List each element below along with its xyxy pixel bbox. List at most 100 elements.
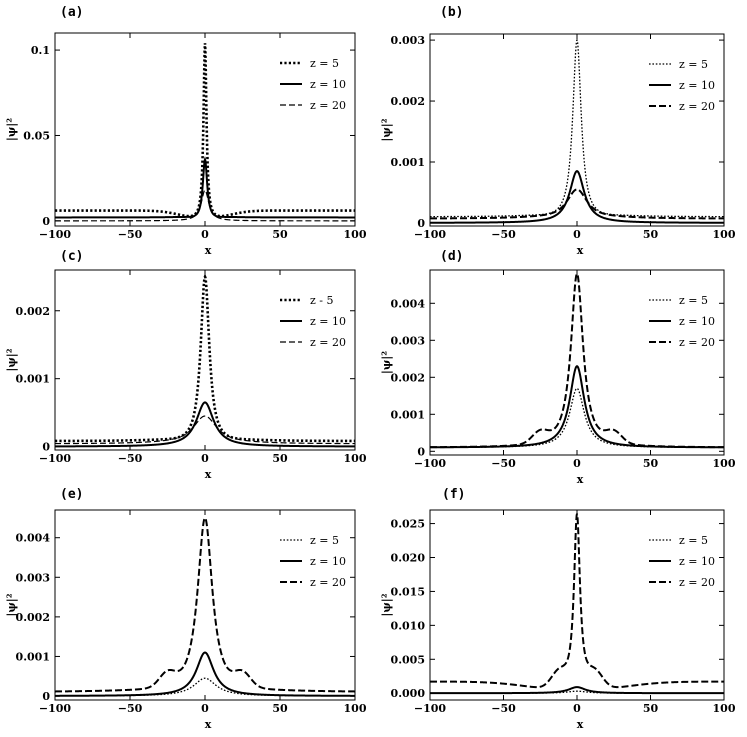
x-tick-label: 100 xyxy=(344,228,367,241)
series-line-2 xyxy=(430,365,724,449)
x-tick-label: −100 xyxy=(414,702,447,715)
legend-label: z = 5 xyxy=(310,57,339,70)
series-line-1 xyxy=(430,38,724,218)
panel-label: (b) xyxy=(440,5,463,20)
y-tick-label: 0.003 xyxy=(391,34,425,47)
y-axis-label: |ψ|² xyxy=(380,118,393,141)
y-tick-label: 0 xyxy=(42,690,50,703)
x-tick-label: 50 xyxy=(643,228,659,241)
y-tick-label: 0.025 xyxy=(391,518,425,531)
y-tick-label: 0.010 xyxy=(391,619,426,632)
x-tick-label: 50 xyxy=(272,228,288,241)
y-tick-label: 0.002 xyxy=(16,611,50,624)
y-tick-label: 0.020 xyxy=(391,552,426,565)
x-tick-label: 0 xyxy=(573,457,581,470)
x-tick-label: −50 xyxy=(118,452,143,465)
x-tick-label: 100 xyxy=(713,457,736,470)
series-line-3 xyxy=(430,513,724,689)
panel-label: (c) xyxy=(60,249,83,264)
x-tick-label: −50 xyxy=(118,228,143,241)
x-axis-label: x xyxy=(577,244,584,257)
legend-label: z = 5 xyxy=(679,58,708,71)
x-tick-label: −100 xyxy=(414,457,447,470)
x-tick-label: 100 xyxy=(713,228,736,241)
y-axis-label: |ψ|² xyxy=(5,348,18,371)
panel-f: (f) −100 −50 0 50 100 0.000 0.005 0.010 0.015 0.02… xyxy=(380,487,736,731)
legend-label: z = 20 xyxy=(310,576,346,589)
x-tick-label: 50 xyxy=(272,452,288,465)
y-tick-label: 0.005 xyxy=(391,653,425,666)
y-tick-label: 0.000 xyxy=(391,687,426,700)
y-tick-label: 0 xyxy=(42,215,50,228)
y-tick-label: 0 xyxy=(417,445,425,458)
x-tick-label: −100 xyxy=(39,702,72,715)
x-tick-label: −100 xyxy=(39,452,72,465)
y-axis-label: |ψ|² xyxy=(380,351,393,374)
panel-e: (e) −100 −50 0 50 100 0 0.001 0.002 0.003 0.004 x |ψ… xyxy=(5,487,367,731)
y-tick-label: 0.004 xyxy=(391,297,426,310)
y-tick-label: 0.1 xyxy=(31,44,50,57)
y-tick-label: 0.004 xyxy=(16,532,51,545)
y-tick-label: 0.015 xyxy=(391,585,425,598)
y-tick-label: 0.002 xyxy=(16,305,50,318)
x-tick-label: 100 xyxy=(344,452,367,465)
x-axis-label: x xyxy=(205,468,212,481)
y-axis-label: |ψ|² xyxy=(5,118,18,141)
legend-label: z = 5 xyxy=(679,294,708,307)
y-axis-label: |ψ|² xyxy=(380,593,393,616)
series-line-2 xyxy=(430,686,724,695)
series-line-1 xyxy=(55,273,355,443)
legend-label: z = 10 xyxy=(310,555,346,568)
y-tick-label: 0.003 xyxy=(391,334,425,347)
legend-label: z = 20 xyxy=(310,99,346,112)
y-tick-label: 0 xyxy=(42,441,50,454)
y-tick-label: 0 xyxy=(417,217,425,230)
y-tick-label: 0.05 xyxy=(23,129,50,142)
series-line-2 xyxy=(55,401,355,448)
legend-label: z = 10 xyxy=(679,555,715,568)
legend-label: z = 10 xyxy=(310,315,346,328)
x-axis-label: x xyxy=(577,718,584,731)
panel-d: (d) −100 −50 0 50 100 0 0.001 0.002 0.003 0.004 x |ψ… xyxy=(380,249,736,486)
y-tick-label: 0.001 xyxy=(16,650,50,663)
series-line-3 xyxy=(55,189,355,222)
x-tick-label: 50 xyxy=(643,702,659,715)
x-tick-label: 0 xyxy=(201,702,209,715)
series-line-3 xyxy=(55,516,355,693)
panel-label: (d) xyxy=(440,249,463,264)
x-tick-label: 0 xyxy=(201,452,209,465)
series-line-1 xyxy=(430,387,724,449)
y-tick-label: 0.002 xyxy=(391,371,425,384)
x-tick-label: −50 xyxy=(491,702,516,715)
y-tick-label: 0.001 xyxy=(16,373,50,386)
legend-label: z = 10 xyxy=(679,315,715,328)
legend-label: z = 10 xyxy=(679,79,715,92)
x-tick-label: 100 xyxy=(344,702,367,715)
x-tick-label: 100 xyxy=(713,702,736,715)
panel-label: (f) xyxy=(442,487,465,502)
legend-label: z = 20 xyxy=(310,336,346,349)
x-tick-label: −50 xyxy=(118,702,143,715)
y-tick-label: 0.002 xyxy=(391,95,425,108)
x-tick-label: 50 xyxy=(643,457,659,470)
x-tick-label: 0 xyxy=(201,228,209,241)
legend-label: z = 20 xyxy=(679,336,715,349)
x-tick-label: 0 xyxy=(573,702,581,715)
y-tick-label: 0.001 xyxy=(391,156,425,169)
x-axis-label: x xyxy=(205,244,212,257)
x-tick-label: −100 xyxy=(39,228,72,241)
panel-b: (b) −100 −50 0 50 100 0 0.001 0.002 0.003 x |ψ|² z =… xyxy=(380,5,736,257)
y-tick-label: 0.003 xyxy=(16,571,50,584)
panel-a: (a) −100 −50 0 50 100 0 0.05 0.1 x |ψ|² z = 5 z = 10… xyxy=(5,5,367,257)
series-line-1 xyxy=(55,43,355,218)
x-tick-label: −50 xyxy=(491,457,516,470)
series-line-2 xyxy=(55,651,355,697)
legend-label: z - 5 xyxy=(310,294,334,307)
series-line-2 xyxy=(55,156,355,219)
x-axis-label: x xyxy=(577,473,584,486)
y-tick-label: 0.001 xyxy=(391,408,425,421)
series-line-3 xyxy=(430,188,724,220)
x-axis-label: x xyxy=(205,718,212,731)
panel-label: (e) xyxy=(60,487,83,502)
